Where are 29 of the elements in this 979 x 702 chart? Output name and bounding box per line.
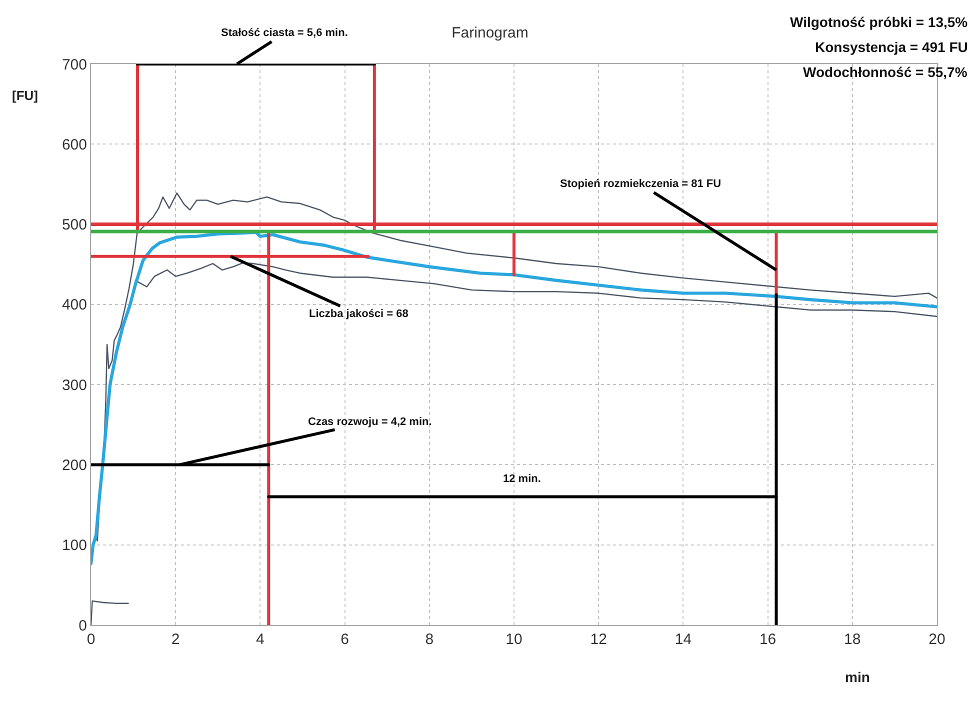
y-tick-label: 500 (62, 216, 87, 234)
x-tick-label: 6 (340, 631, 349, 648)
x-tick-label: 16 (759, 631, 776, 648)
text: Wilgotność próbki = 13,5% (790, 14, 968, 30)
y-axis-title: [FU] (12, 88, 38, 103)
annotation: Wodochłonność = 55,7% (803, 64, 968, 80)
chart-title: Farinogram (452, 24, 528, 42)
y-tick-label: 100 (62, 537, 87, 554)
annotation: Liczba jakości = 68 (309, 308, 408, 320)
x-tick-label: 4 (256, 631, 264, 648)
y-tick-label: 0 (78, 617, 87, 634)
text: Konsystencja = 491 FU (815, 39, 968, 55)
x-axis-title: min (845, 669, 870, 685)
y-tick-label: 600 (62, 136, 87, 154)
annotation: Stałość ciasta = 5,6 min. (221, 27, 348, 39)
annotation: Czas rozwoju = 4,2 min. (308, 416, 432, 428)
x-tick-label: 20 (928, 631, 946, 648)
y-tick-label: 200 (62, 456, 87, 474)
x-tick-label: 10 (506, 631, 522, 648)
x-tick-label: 12 (590, 631, 607, 648)
x-tick-label: 8 (425, 631, 434, 648)
annotation: 12 min. (503, 473, 541, 485)
y-tick-label: 700 (62, 56, 87, 74)
x-tick-label: 18 (844, 631, 861, 648)
x-tick-label: 2 (171, 631, 180, 648)
annotation: Stopień rozmiekczenia = 81 FU (560, 178, 722, 190)
y-tick-label: 300 (62, 376, 87, 394)
y-tick-label: 400 (62, 296, 87, 314)
x-tick-label: 14 (674, 631, 692, 648)
